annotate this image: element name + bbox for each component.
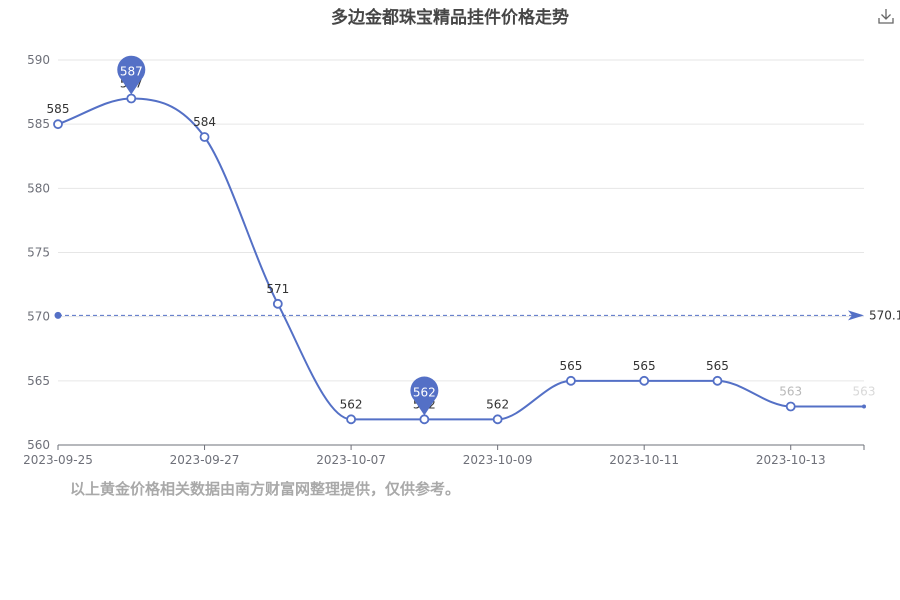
x-tick-label: 2023-10-13 — [756, 453, 826, 467]
data-point — [199, 132, 210, 142]
min-mark-pin — [410, 376, 439, 416]
data-point — [53, 119, 63, 130]
max-mark-pin — [117, 55, 146, 95]
y-tick-label: 590 — [27, 53, 50, 67]
y-tick-label: 560 — [27, 438, 50, 452]
data-point — [639, 375, 650, 386]
data-label: 562 — [486, 397, 509, 411]
x-tick-label: 2023-09-25 — [23, 453, 93, 467]
data-point — [492, 414, 503, 425]
data-point — [862, 404, 866, 409]
data-label: 584 — [193, 115, 216, 129]
data-label: 571 — [266, 282, 289, 296]
data-point — [566, 375, 576, 386]
data-label: 563 — [853, 385, 876, 399]
data-point — [419, 414, 430, 425]
average-line-start — [54, 311, 62, 319]
min-mark-label: 562 — [413, 385, 436, 399]
download-icon[interactable] — [876, 6, 896, 26]
data-label: 565 — [559, 359, 582, 373]
data-label: 585 — [47, 102, 70, 116]
max-mark-label: 587 — [120, 65, 143, 79]
data-point — [126, 93, 137, 104]
data-label: 565 — [706, 359, 729, 373]
source-footnote: 以上黄金价格相关数据由南方财富网整理提供，仅供参考。 — [70, 480, 461, 498]
data-point — [712, 375, 723, 386]
series-line — [57, 97, 864, 421]
y-tick-label: 565 — [27, 374, 50, 388]
data-label: 563 — [779, 385, 802, 399]
average-line-arrow — [848, 310, 864, 321]
data-point — [272, 298, 283, 309]
y-tick-label: 580 — [27, 181, 50, 195]
y-tick-label: 575 — [27, 246, 50, 260]
chart-title: 多边金都珠宝精品挂件价格走势 — [331, 8, 569, 28]
average-line-label: 570.1 — [869, 308, 900, 322]
x-tick-label: 2023-09-27 — [170, 453, 240, 467]
y-tick-label: 570 — [27, 310, 50, 324]
x-tick-label: 2023-10-07 — [316, 453, 386, 467]
x-tick-label: 2023-10-09 — [463, 453, 533, 467]
data-point — [346, 414, 356, 425]
x-tick-label: 2023-10-11 — [609, 453, 679, 467]
data-point — [785, 401, 796, 412]
y-tick-label: 585 — [27, 117, 50, 131]
data-label: 562 — [340, 397, 363, 411]
data-label: 565 — [633, 359, 656, 373]
